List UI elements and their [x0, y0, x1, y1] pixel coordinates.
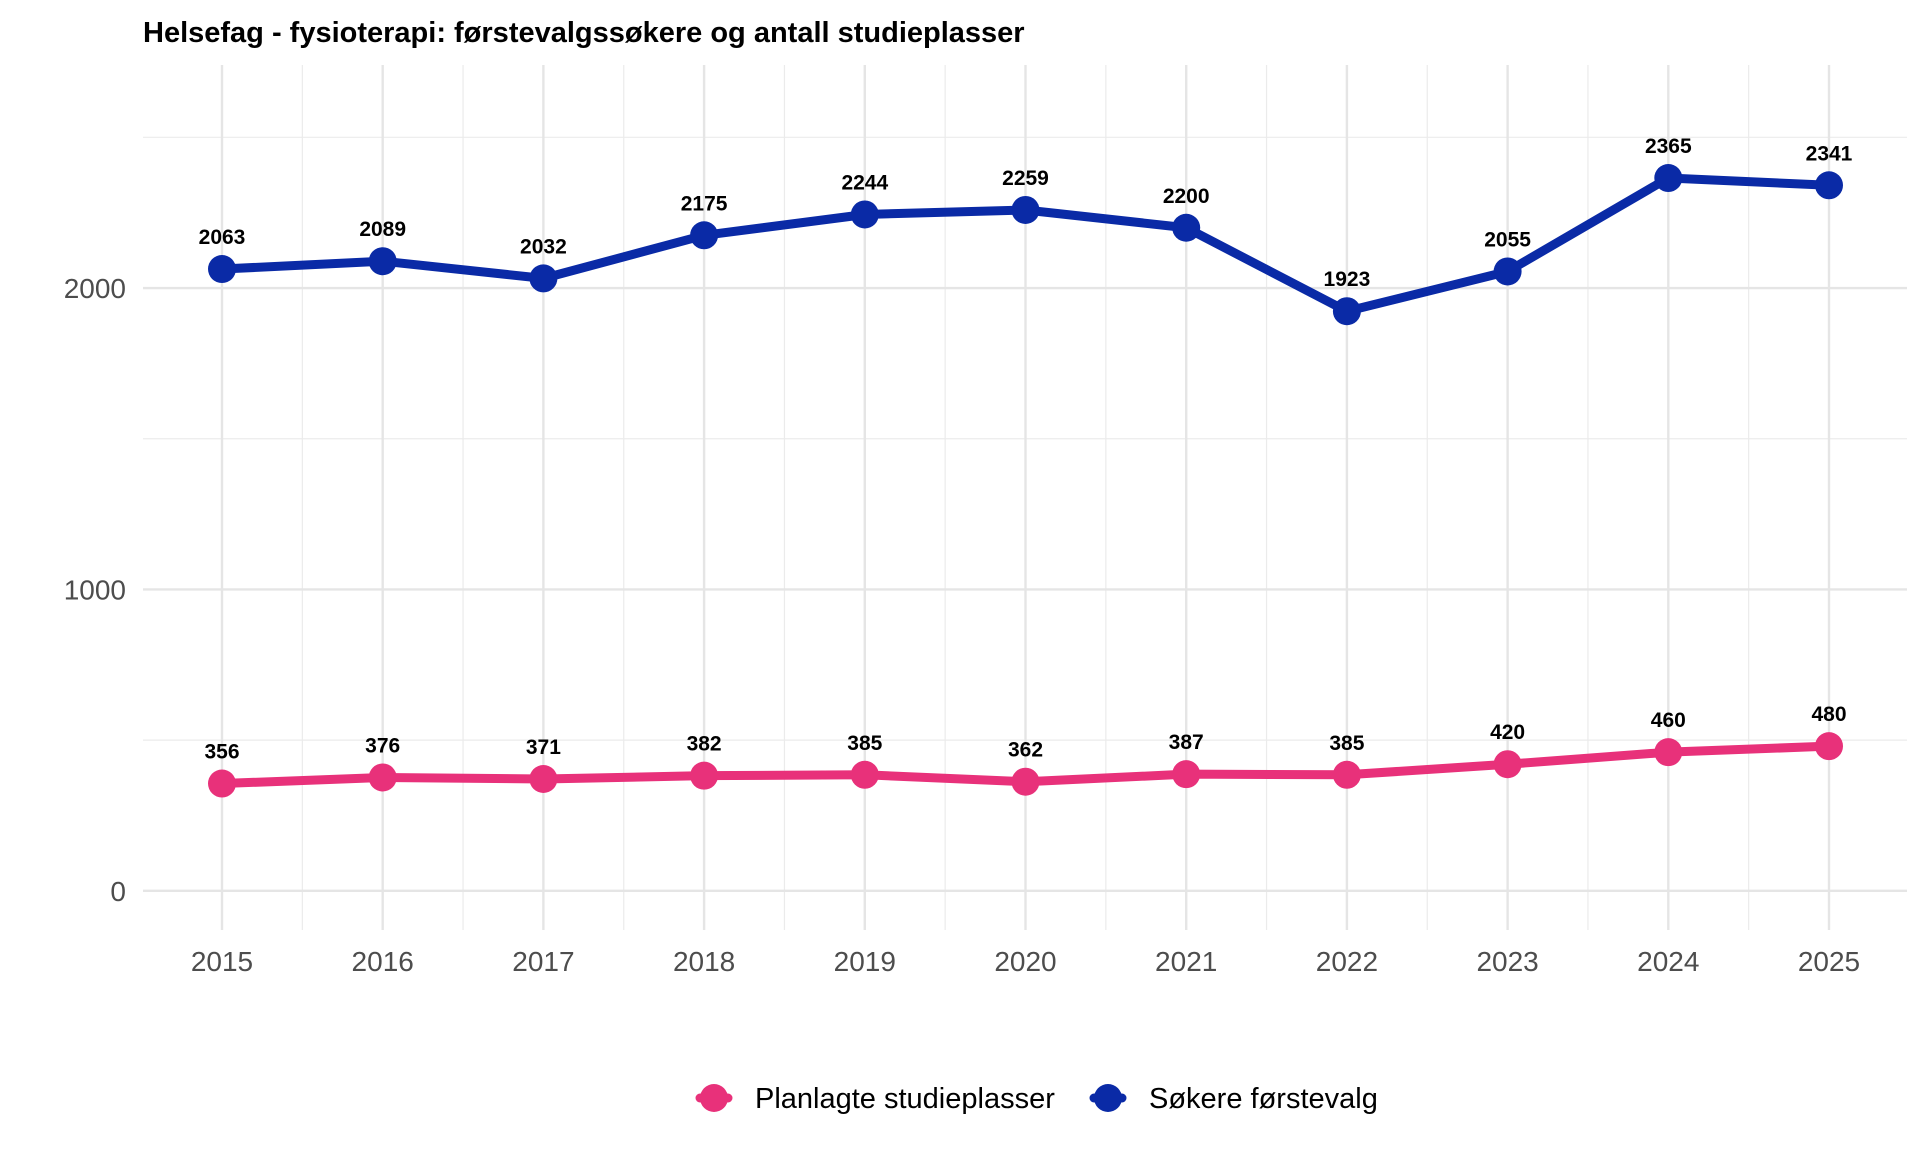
data-point — [850, 200, 879, 229]
data-point — [368, 763, 397, 792]
data-label: 2200 — [1163, 185, 1210, 208]
data-point — [208, 255, 236, 284]
x-tick-label: 2019 — [834, 946, 896, 977]
data-label: 362 — [1008, 739, 1043, 762]
data-point — [1493, 257, 1522, 286]
x-tick-label: 2025 — [1798, 946, 1860, 977]
data-point — [1172, 760, 1201, 789]
legend-key-point — [1094, 1084, 1122, 1112]
data-label: 2175 — [681, 192, 728, 215]
data-label: 1923 — [1324, 268, 1371, 291]
data-point — [690, 221, 719, 250]
series-points — [208, 164, 1843, 798]
data-point — [1332, 760, 1361, 789]
x-tick-label: 2021 — [1155, 946, 1217, 977]
data-point — [529, 765, 558, 794]
x-tick-label: 2018 — [673, 946, 735, 977]
x-tick-label: 2016 — [352, 946, 414, 977]
data-point — [1011, 195, 1040, 224]
data-label: 385 — [1329, 732, 1364, 755]
data-label: 460 — [1651, 709, 1686, 732]
data-label: 356 — [204, 741, 239, 764]
chart-title: Helsefag - fysioterapi: førstevalgssøker… — [143, 17, 1025, 49]
y-tick-label: 2000 — [64, 273, 126, 304]
data-label: 420 — [1490, 721, 1525, 744]
data-label: 2244 — [841, 171, 888, 194]
x-tick-label: 2020 — [994, 946, 1056, 977]
data-label: 387 — [1169, 731, 1204, 754]
data-point — [208, 769, 236, 798]
x-tick-label: 2022 — [1316, 946, 1378, 977]
y-tick-label: 0 — [110, 876, 126, 907]
data-point — [1654, 738, 1683, 767]
data-point — [1493, 750, 1522, 779]
data-labels: 2063 2089 2032 2175 2244 2259 2200 1923 2055 2365… — [199, 135, 1853, 764]
data-point — [690, 761, 719, 790]
data-label: 2089 — [359, 218, 406, 241]
y-axis-ticks: 0 1000 2000 — [64, 273, 126, 907]
data-point — [1654, 164, 1683, 193]
x-tick-label: 2015 — [191, 946, 253, 977]
legend-label: Planlagte studieplasser — [755, 1083, 1055, 1115]
data-label: 2032 — [520, 235, 567, 258]
legend-key-point — [700, 1084, 728, 1112]
legend: Planlagte studieplasser Søkere førstevalg — [695, 1083, 1378, 1115]
data-point — [850, 760, 879, 789]
data-label: 2341 — [1806, 142, 1853, 165]
x-axis-ticks: 2015 2016 2017 2018 2019 2020 2021 2022 2023 2024… — [191, 946, 1860, 977]
data-label: 2063 — [199, 226, 246, 249]
data-point — [1332, 297, 1361, 326]
x-tick-label: 2023 — [1476, 946, 1538, 977]
data-label: 2055 — [1484, 228, 1531, 251]
data-label: 376 — [365, 734, 400, 757]
data-point — [1011, 767, 1040, 796]
data-point — [529, 264, 558, 293]
data-label: 480 — [1811, 703, 1846, 726]
data-point — [1815, 171, 1843, 200]
data-label: 371 — [526, 736, 561, 759]
data-point — [368, 247, 397, 276]
data-point — [1815, 732, 1843, 761]
data-point — [1172, 213, 1201, 242]
data-label: 2259 — [1002, 167, 1049, 190]
x-tick-label: 2024 — [1637, 946, 1699, 977]
data-label: 382 — [687, 733, 722, 756]
y-tick-label: 1000 — [64, 574, 126, 605]
legend-label: Søkere førstevalg — [1149, 1083, 1378, 1115]
x-tick-label: 2017 — [512, 946, 574, 977]
data-label: 385 — [847, 732, 882, 755]
data-label: 2365 — [1645, 135, 1692, 158]
